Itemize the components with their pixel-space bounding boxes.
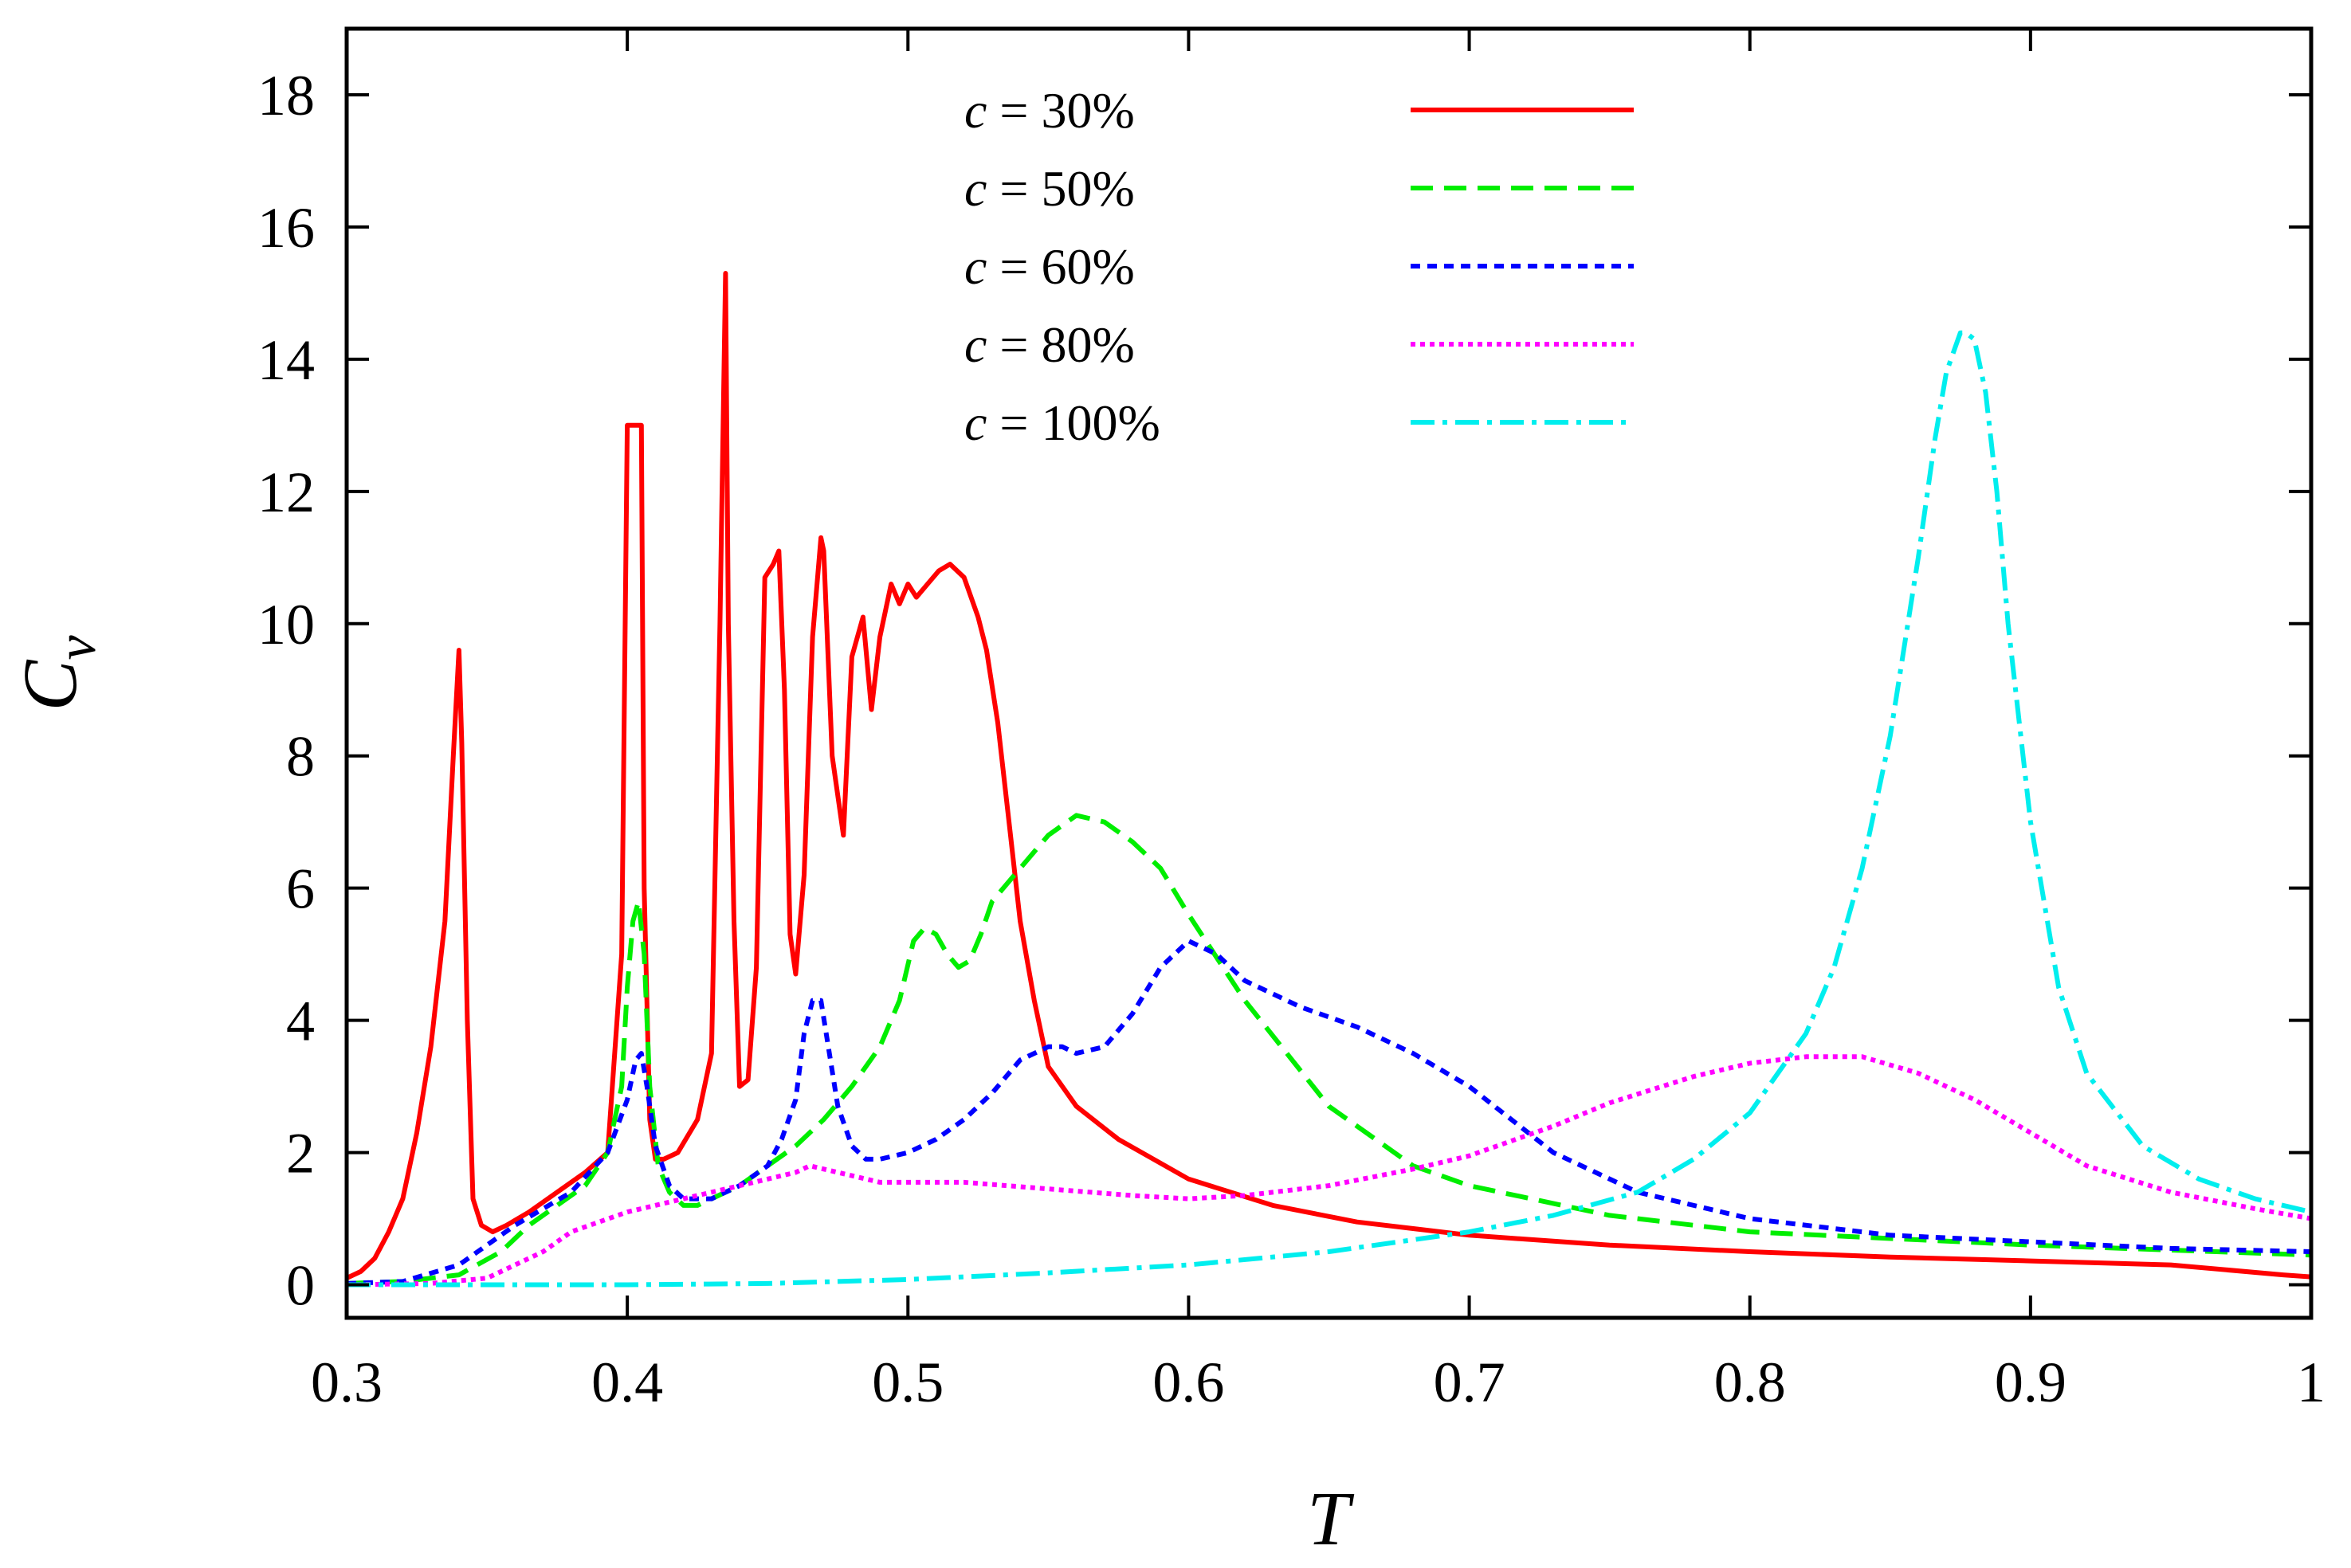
y-tick-label: 18	[257, 64, 315, 127]
y-tick-label: 10	[257, 593, 315, 657]
legend-label-4: c = 80%	[964, 316, 1135, 373]
y-tick-label: 12	[257, 461, 315, 524]
series-layer	[347, 271, 2311, 1288]
legend-label-5: c = 100%	[964, 394, 1160, 451]
y-axis-label-subscript: v	[46, 635, 108, 661]
legend-label-2: c = 50%	[964, 160, 1135, 217]
legend-label-1: c = 30%	[964, 82, 1135, 139]
legend: c = 30%c = 50%c = 60%c = 80%c = 100%	[964, 82, 1634, 451]
legend-label-variable: c	[964, 316, 987, 373]
plot-frame	[344, 26, 2314, 1320]
x-tick-label: 1	[2297, 1350, 2325, 1414]
tick-layer	[345, 29, 2313, 1318]
y-tick-label: 0	[286, 1254, 315, 1318]
legend-label-value: = 80%	[987, 316, 1134, 373]
legend-label-value: = 60%	[987, 238, 1134, 295]
x-axis-label: T	[1307, 1476, 1355, 1561]
y-tick-label: 6	[286, 857, 315, 921]
series-line-2	[347, 813, 2311, 1286]
y-tick-label: 4	[286, 990, 315, 1053]
x-tick-label: 0.4	[591, 1350, 663, 1414]
x-tick-label: 0.8	[1714, 1350, 1786, 1414]
legend-label-variable: c	[964, 160, 987, 217]
legend-label-value: = 100%	[987, 394, 1160, 451]
x-tick-label: 0.6	[1152, 1350, 1224, 1414]
y-axis-label-main: C	[7, 660, 92, 711]
legend-label-variable: c	[964, 238, 987, 295]
x-tick-label: 0.3	[311, 1350, 383, 1414]
y-tick-label: 2	[286, 1122, 315, 1186]
x-tick-label: 0.7	[1434, 1350, 1505, 1414]
y-axis-label: Cv	[7, 635, 108, 711]
y-tick-label: 14	[257, 328, 315, 392]
x-tick-label: 0.5	[872, 1350, 944, 1414]
legend-label-value: = 30%	[987, 82, 1134, 139]
series-line-3	[347, 939, 2311, 1286]
series-line-4	[347, 1054, 2311, 1288]
y-tick-label: 16	[257, 196, 315, 260]
legend-label-variable: c	[964, 82, 987, 139]
x-tick-label: 0.9	[1995, 1350, 2066, 1414]
legend-label-value: = 50%	[987, 160, 1134, 217]
legend-label-3: c = 60%	[964, 238, 1135, 295]
series-line-5	[347, 330, 2311, 1288]
legend-label-variable: c	[964, 394, 987, 451]
series-line-1	[347, 271, 2311, 1280]
y-tick-label: 8	[286, 725, 315, 789]
